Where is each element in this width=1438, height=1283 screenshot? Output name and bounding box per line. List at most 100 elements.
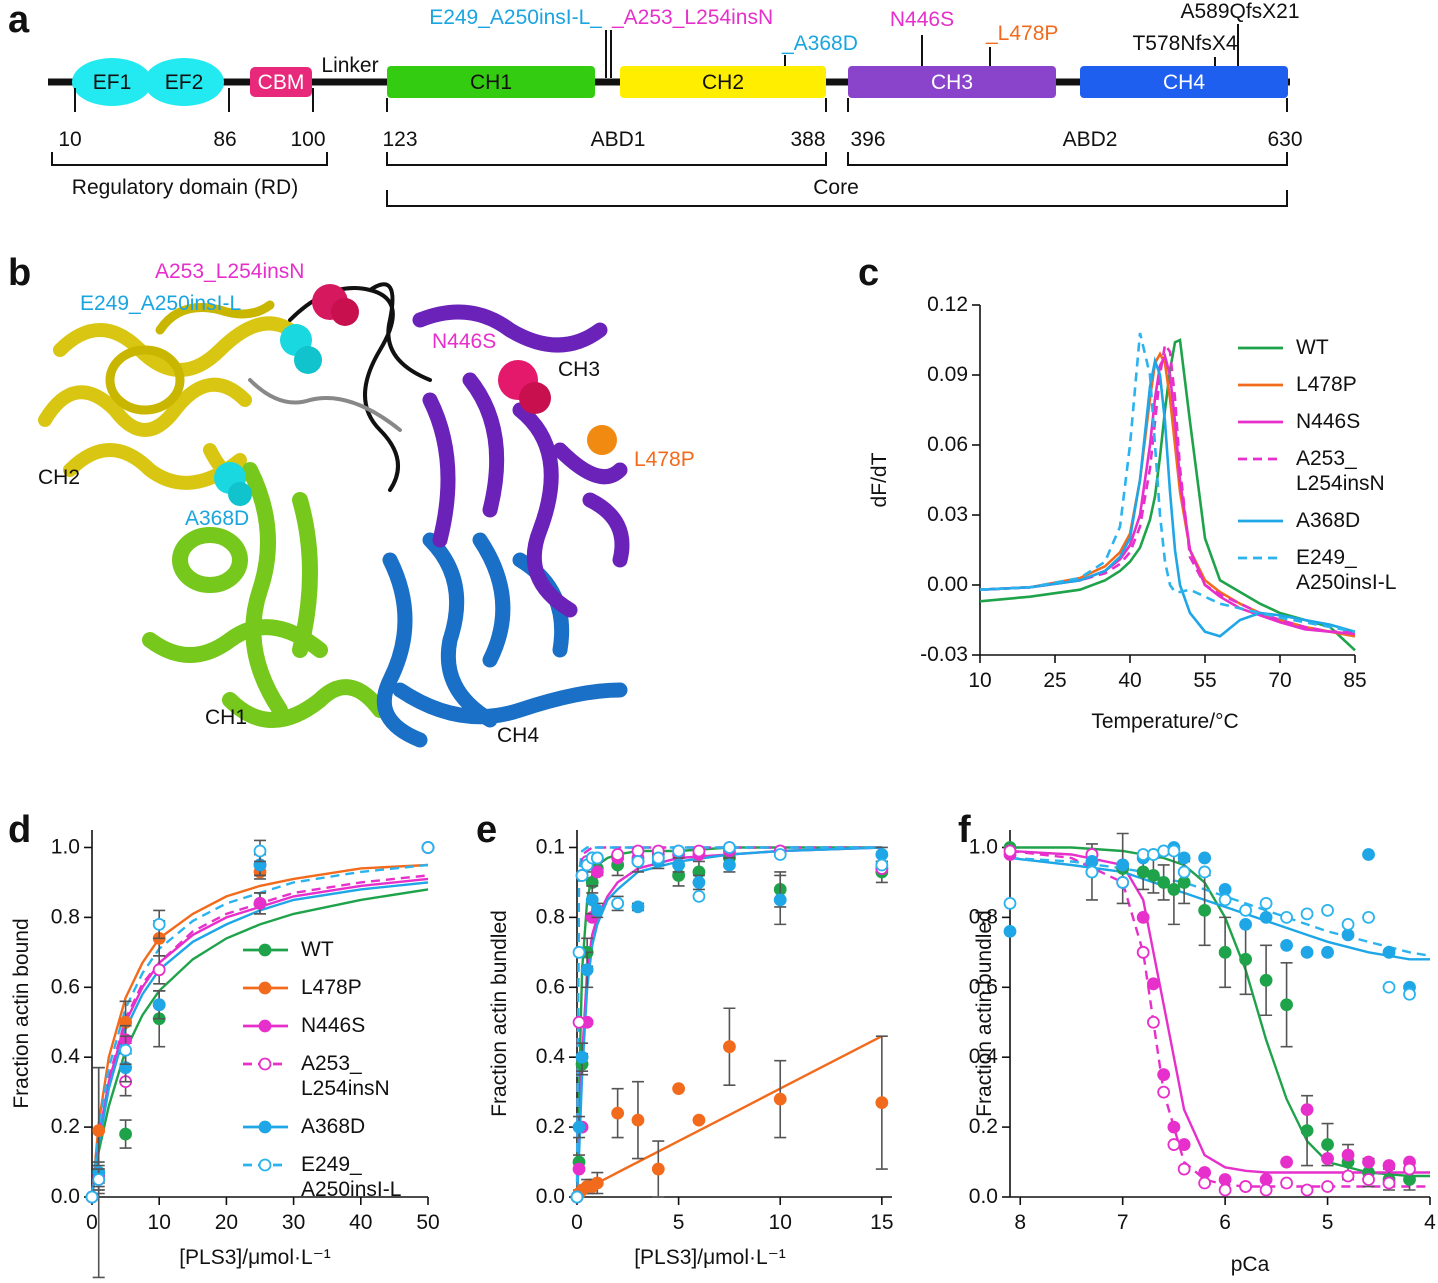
data-point (1218, 1173, 1232, 1186)
data-point (631, 900, 645, 914)
data-point (1403, 1173, 1416, 1186)
data-point (1198, 1166, 1212, 1179)
data-point (1362, 1155, 1375, 1169)
data-point (723, 841, 736, 854)
data-point (152, 917, 166, 931)
data-point (1177, 865, 1191, 879)
data-point (692, 1113, 706, 1127)
y-tick-label: 0.8 (969, 905, 998, 928)
mutation-label: N446S (890, 8, 954, 31)
data-point (1167, 1120, 1181, 1134)
data-point (1321, 1180, 1334, 1193)
x-tick-label: 5 (673, 1211, 685, 1234)
panel-label: d (8, 809, 31, 851)
data-point (1300, 1124, 1314, 1137)
data-point (1382, 1176, 1396, 1190)
domain-label: CH4 (1163, 71, 1205, 94)
data-point (1362, 848, 1375, 861)
y-axis-label: Fraction actin bundled (973, 910, 996, 1117)
fit-line (1009, 856, 1430, 961)
data-point (580, 963, 594, 977)
y-tick-label: 0.4 (51, 1045, 81, 1068)
position-label: 123 (382, 128, 417, 151)
fit-line (1009, 849, 1430, 1188)
brackets (51, 152, 1288, 207)
domain-label: EF1 (93, 71, 132, 94)
data-point (1362, 910, 1375, 924)
x-tick-label: 0 (571, 1211, 583, 1234)
data-point (590, 903, 604, 917)
data-point (1382, 945, 1396, 959)
data-point (1300, 1183, 1314, 1197)
data-point (1321, 945, 1334, 959)
data-point (1259, 910, 1273, 924)
y-tick-label: 0.4 (536, 1045, 566, 1068)
x-tick-label: 7 (1117, 1211, 1129, 1234)
data-point (1136, 910, 1150, 924)
legend-label: A368D (301, 1115, 365, 1138)
x-tick-label: 15 (870, 1211, 893, 1234)
mutation-label: _L478P (985, 22, 1058, 45)
y-axis-label: Fraction actin bundled (488, 910, 511, 1117)
legend-label: A368D (1296, 509, 1360, 532)
fit-line (90, 877, 429, 1198)
domain-label: CH2 (702, 71, 744, 94)
data-point (875, 858, 889, 872)
data-point (1280, 938, 1293, 952)
ef1-shape (72, 58, 152, 106)
data-point (1280, 1155, 1293, 1169)
panel-label: b (8, 252, 31, 294)
data-point (1147, 977, 1160, 991)
x-tick-label: 55 (1193, 669, 1216, 692)
data-point (572, 1162, 586, 1176)
data-point (1280, 1176, 1293, 1190)
data-point (253, 897, 267, 910)
data-point (631, 844, 645, 858)
linker-label: Linker (321, 54, 378, 77)
data-point (875, 848, 889, 861)
data-point (572, 945, 586, 959)
data-point (1003, 844, 1017, 858)
data-point (1259, 1183, 1273, 1197)
data-point (1321, 903, 1334, 917)
region-label: ABD2 (1063, 128, 1118, 151)
protein-structure (38, 282, 630, 748)
data-point (590, 865, 604, 879)
chart: d 0.0 0.2 0.4 0.6 0.8 1.0 0 10 20 30 40 50 [PLS3]/μmo… (8, 809, 440, 1279)
domain-label: EF2 (165, 71, 204, 94)
ef2-shape (144, 58, 224, 106)
y-tick-label: 0.1 (536, 835, 565, 858)
data-point (1136, 945, 1150, 959)
data-point (611, 848, 625, 861)
data-point (1198, 851, 1212, 865)
y-tick-label: 0.4 (969, 1045, 999, 1068)
data-point (1259, 973, 1273, 987)
y-tick-label: 1.0 (51, 835, 80, 858)
grey-loop (248, 378, 402, 432)
legend-label: L478P (301, 976, 362, 999)
fit-line (90, 888, 429, 1198)
fit-line (90, 863, 429, 1198)
data-point (85, 1190, 99, 1204)
x-tick-label: 5 (1322, 1211, 1334, 1234)
data-point (651, 1162, 665, 1176)
x-tick-label: 40 (1118, 669, 1141, 692)
data-point (1341, 1148, 1355, 1162)
data-point (692, 844, 706, 858)
y-tick-label: 0.03 (927, 503, 968, 526)
x-tick-label: 4 (1424, 1211, 1436, 1234)
data-point (1085, 865, 1099, 879)
position-label: 396 (850, 128, 885, 151)
data-point (1239, 903, 1253, 917)
y-tick-label: 0.6 (536, 975, 565, 998)
fit-line (90, 863, 429, 1198)
x-tick-label: 10 (769, 1211, 792, 1234)
chart: c -0.03 0.00 0.03 0.06 0.09 0.12 10 25 40 55 70 85 Te… (858, 252, 1396, 733)
x-tick-label: 10 (968, 669, 991, 692)
y-tick-label: 0.00 (927, 573, 968, 596)
structure-label: CH2 (38, 466, 80, 489)
data-point (1177, 876, 1191, 889)
legend-label: N446S (1296, 410, 1360, 433)
data-point (1300, 945, 1314, 959)
